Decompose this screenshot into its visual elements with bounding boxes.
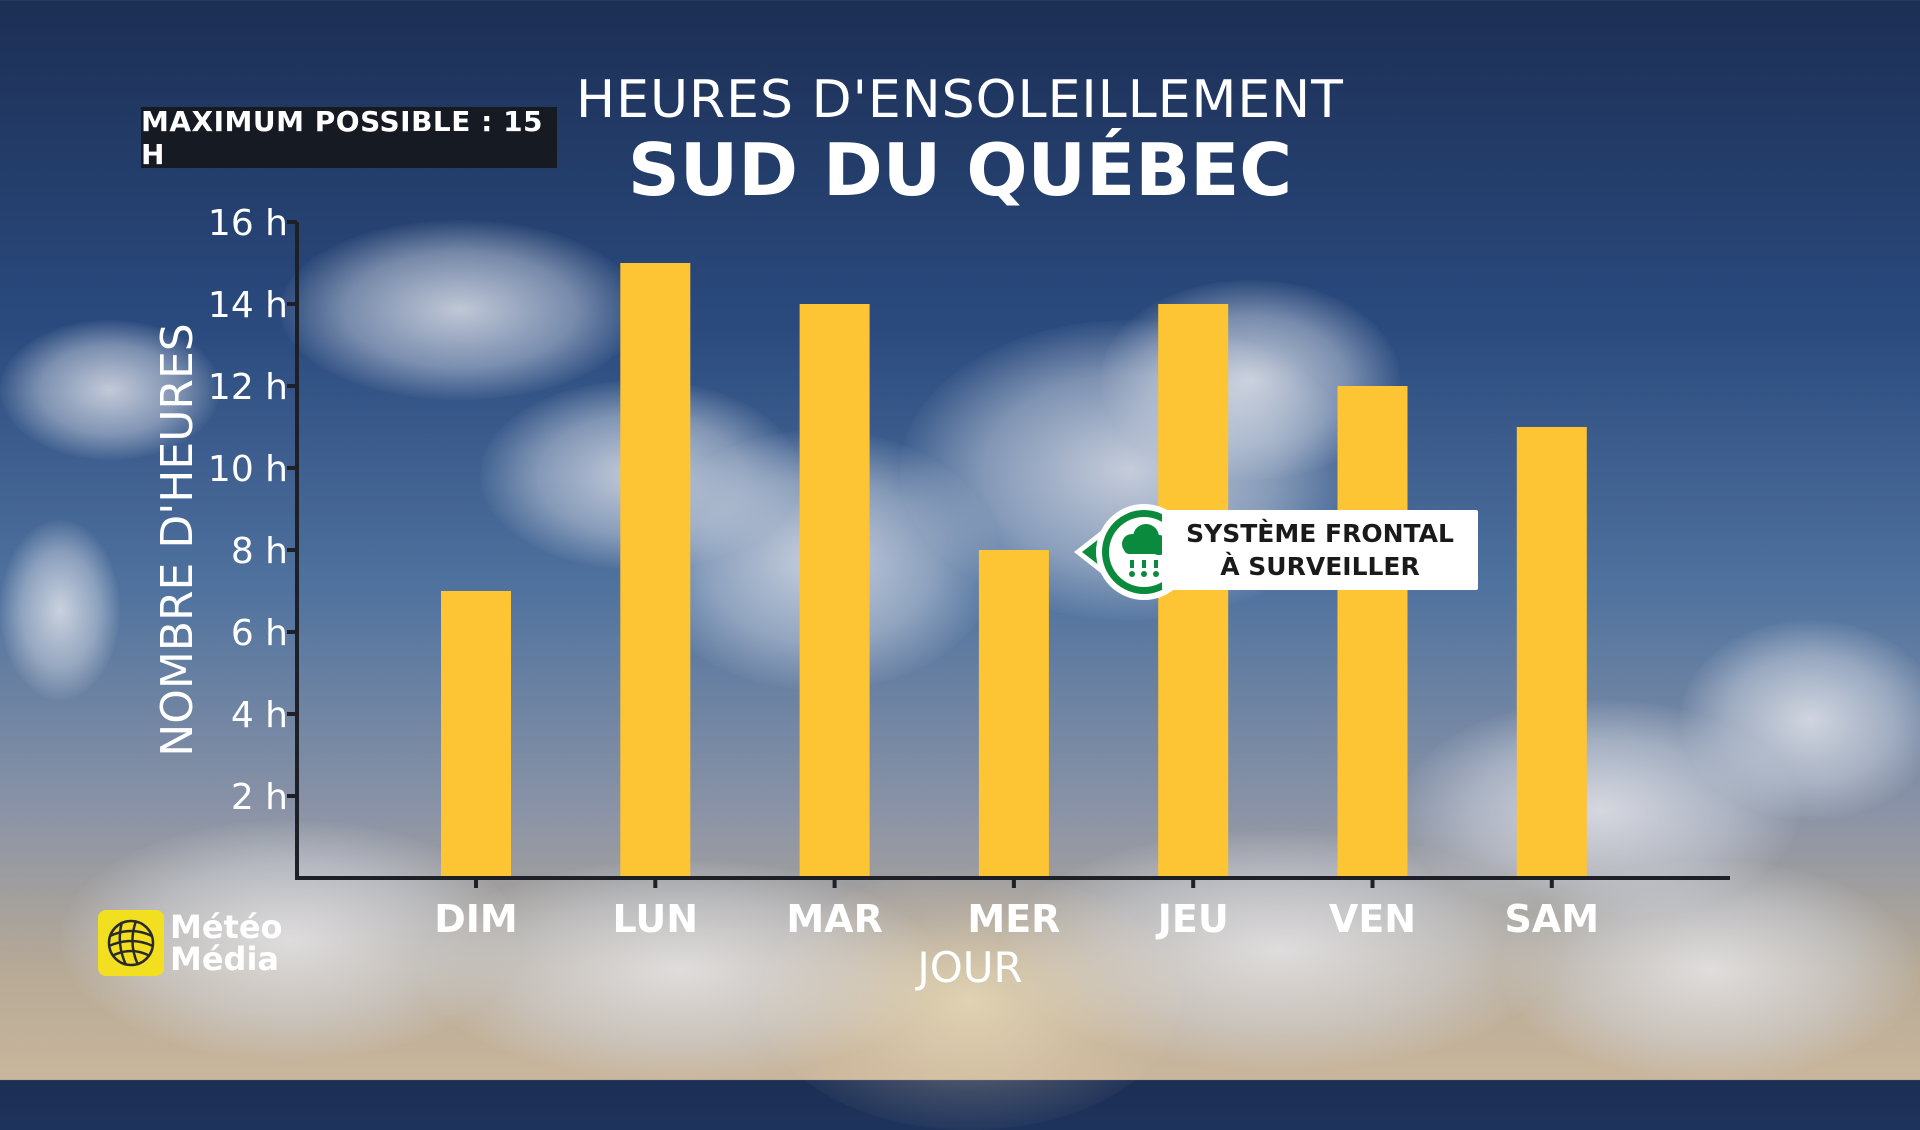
callout-box: SYSTÈME FRONTAL À SURVEILLER: [1162, 510, 1478, 590]
logo-line-1: Météo: [170, 908, 283, 946]
x-tick-label-mar: MAR: [786, 897, 882, 941]
y-tick-label: 14 h: [208, 285, 288, 326]
chart-subtitle: HEURES D'ENSOLEILLEMENT: [576, 70, 1344, 130]
callout-line-2: À SURVEILLER: [1220, 552, 1420, 581]
y-tick-label: 16 h: [208, 203, 288, 244]
x-ticks-group: DIM LUN MAR MER JEU VEN SAM: [434, 878, 1599, 941]
y-tick-label: 12 h: [208, 367, 288, 408]
x-tick-label-sam: SAM: [1505, 897, 1600, 941]
bar-dim: [441, 591, 511, 878]
y-tick-label: 10 h: [208, 449, 288, 490]
bar-mar: [799, 304, 870, 878]
x-tick-label-dim: DIM: [434, 897, 518, 941]
callout-line-1: SYSTÈME FRONTAL: [1186, 519, 1454, 548]
chart-title: SUD DU QUÉBEC: [627, 128, 1293, 212]
meteomedia-globe-icon: [98, 910, 164, 976]
x-axis-label: JOUR: [914, 943, 1022, 992]
x-tick-label-jeu: JEU: [1155, 897, 1229, 941]
x-tick-label-lun: LUN: [613, 897, 699, 941]
bar-ven: [1337, 386, 1408, 878]
y-axis-label: NOMBRE D'HEURES: [152, 323, 203, 756]
meteomedia-logo: Météo Média: [98, 910, 283, 976]
y-ticks-group: 2 h 4 h 6 h 8 h 10 h 12 h 14 h 16 h: [208, 203, 297, 818]
bar-sam: [1516, 427, 1587, 878]
sunshine-bar-chart: 2 h 4 h 6 h 8 h 10 h 12 h 14 h 16 h DIM LUN MAR ME…: [152, 203, 1730, 992]
y-tick-label: 2 h: [231, 777, 288, 818]
bar-lun: [620, 263, 691, 878]
y-tick-label: 6 h: [231, 613, 288, 654]
bar-mer: [978, 550, 1049, 878]
x-tick-label-ven: VEN: [1329, 897, 1416, 941]
logo-line-2: Média: [170, 940, 280, 978]
max-possible-badge: MAXIMUM POSSIBLE : 15 H: [141, 105, 557, 171]
x-tick-label-mer: MER: [967, 897, 1060, 941]
y-tick-label: 4 h: [231, 695, 288, 736]
y-tick-label: 8 h: [231, 531, 288, 572]
